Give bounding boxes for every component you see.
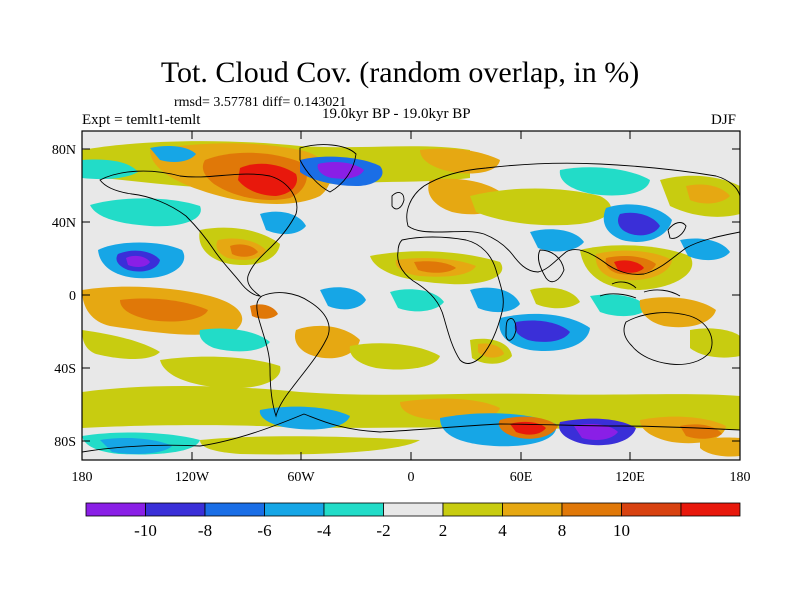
colorbar-label: -10 xyxy=(134,521,157,540)
anomaly-region xyxy=(478,343,504,358)
coastline-uk xyxy=(391,192,405,210)
axis-ticks xyxy=(81,131,741,460)
anomaly-region xyxy=(420,148,500,174)
colorbar-label: 4 xyxy=(498,521,507,540)
anomaly-region xyxy=(590,294,648,317)
anomaly-region xyxy=(700,437,740,457)
coastline-africa xyxy=(397,236,504,364)
colorbar-box xyxy=(502,502,563,517)
lat-label: 80S xyxy=(54,435,76,450)
anomaly-region xyxy=(470,188,611,226)
anomaly-region xyxy=(574,424,618,440)
anomaly-region xyxy=(690,328,740,358)
colorbar-label: -2 xyxy=(376,521,390,540)
coastline-japan xyxy=(667,222,687,239)
anomaly-region xyxy=(618,212,660,236)
anomaly-region xyxy=(230,244,258,257)
anomaly-region xyxy=(90,198,201,227)
coastline-india xyxy=(537,249,565,283)
anomaly-region xyxy=(200,436,420,455)
anomaly-region xyxy=(294,325,360,359)
colorbar-box xyxy=(621,502,682,517)
anomaly-region xyxy=(680,238,730,261)
lon-label: 180 xyxy=(730,470,751,485)
anomaly-region xyxy=(82,330,160,359)
coastline-eurasia xyxy=(406,162,740,275)
anomaly-region xyxy=(82,159,138,180)
coastline-australia xyxy=(623,312,713,365)
anomaly-region xyxy=(199,328,270,352)
colorbar-box xyxy=(680,502,741,517)
anomaly-region xyxy=(614,260,644,273)
lon-label: 120E xyxy=(615,470,645,485)
colorbar-box xyxy=(383,502,444,517)
anomaly-region xyxy=(120,298,208,322)
coastlines xyxy=(82,144,740,453)
coastline-north-america xyxy=(99,170,298,297)
lon-label: 180 xyxy=(72,470,93,485)
coastline-south-america xyxy=(256,292,330,418)
colorbar-label: 2 xyxy=(439,521,448,540)
anomaly-region xyxy=(510,421,546,435)
experiment-label: Expt = temlt1-temlt xyxy=(82,112,201,128)
coastline-indonesia xyxy=(599,281,681,299)
anomaly-region xyxy=(238,163,298,196)
colorbar-box xyxy=(323,502,384,517)
colorbar xyxy=(85,502,741,517)
coastline-antarctica xyxy=(82,413,740,453)
anomaly-region xyxy=(514,320,570,342)
anomaly-region xyxy=(414,261,456,273)
anomaly-region xyxy=(530,229,584,252)
lon-label: 60W xyxy=(287,470,315,485)
rmsd-diff-stats: rmsd= 3.57781 diff= 0.143021 xyxy=(174,95,347,110)
colorbar-label: 10 xyxy=(613,521,630,540)
colorbar-box xyxy=(85,502,146,517)
coastline-madagascar xyxy=(505,318,517,341)
colorbar-box xyxy=(264,502,325,517)
anomaly-region xyxy=(160,356,281,389)
latitude-labels: 80N 40N 0 40S 80S xyxy=(52,143,76,450)
anomaly-region xyxy=(686,184,730,204)
lat-label: 40S xyxy=(54,362,76,377)
colorbar-box xyxy=(145,502,206,517)
colorbar-label: 8 xyxy=(558,521,567,540)
anomaly-region xyxy=(320,287,366,310)
anomaly-region xyxy=(470,287,520,313)
lat-label: 0 xyxy=(69,289,76,304)
colorbar-label: -6 xyxy=(257,521,271,540)
map-title: Tot. Cloud Cov. (random overlap, in %) xyxy=(160,56,640,89)
period-label: 19.0kyr BP - 19.0kyr BP xyxy=(322,106,471,122)
anomaly-field xyxy=(82,141,740,457)
colorbar-box xyxy=(204,502,265,517)
anomaly-region xyxy=(126,255,150,267)
colorbar-labels: -10 -8 -6 -4 -2 2 4 8 10 xyxy=(134,521,630,540)
colorbar-box xyxy=(442,502,503,517)
colorbar-label: -8 xyxy=(198,521,212,540)
anomaly-region xyxy=(639,297,716,328)
lon-label: 60E xyxy=(510,470,533,485)
longitude-labels: 180 120W 60W 0 60E 120E 180 xyxy=(72,470,751,485)
anomaly-region xyxy=(530,287,580,309)
lat-label: 40N xyxy=(52,216,76,231)
anomaly-region xyxy=(150,146,196,162)
colorbar-box xyxy=(561,502,622,517)
colorbar-label: -4 xyxy=(317,521,332,540)
coastline-greenland xyxy=(299,144,357,193)
anomaly-region xyxy=(259,406,350,430)
lon-label: 0 xyxy=(408,470,415,485)
lon-label: 120W xyxy=(175,470,210,485)
anomaly-region xyxy=(559,167,650,196)
season-label: DJF xyxy=(711,112,737,128)
lat-label: 80N xyxy=(52,143,76,158)
anomaly-region xyxy=(349,343,440,370)
